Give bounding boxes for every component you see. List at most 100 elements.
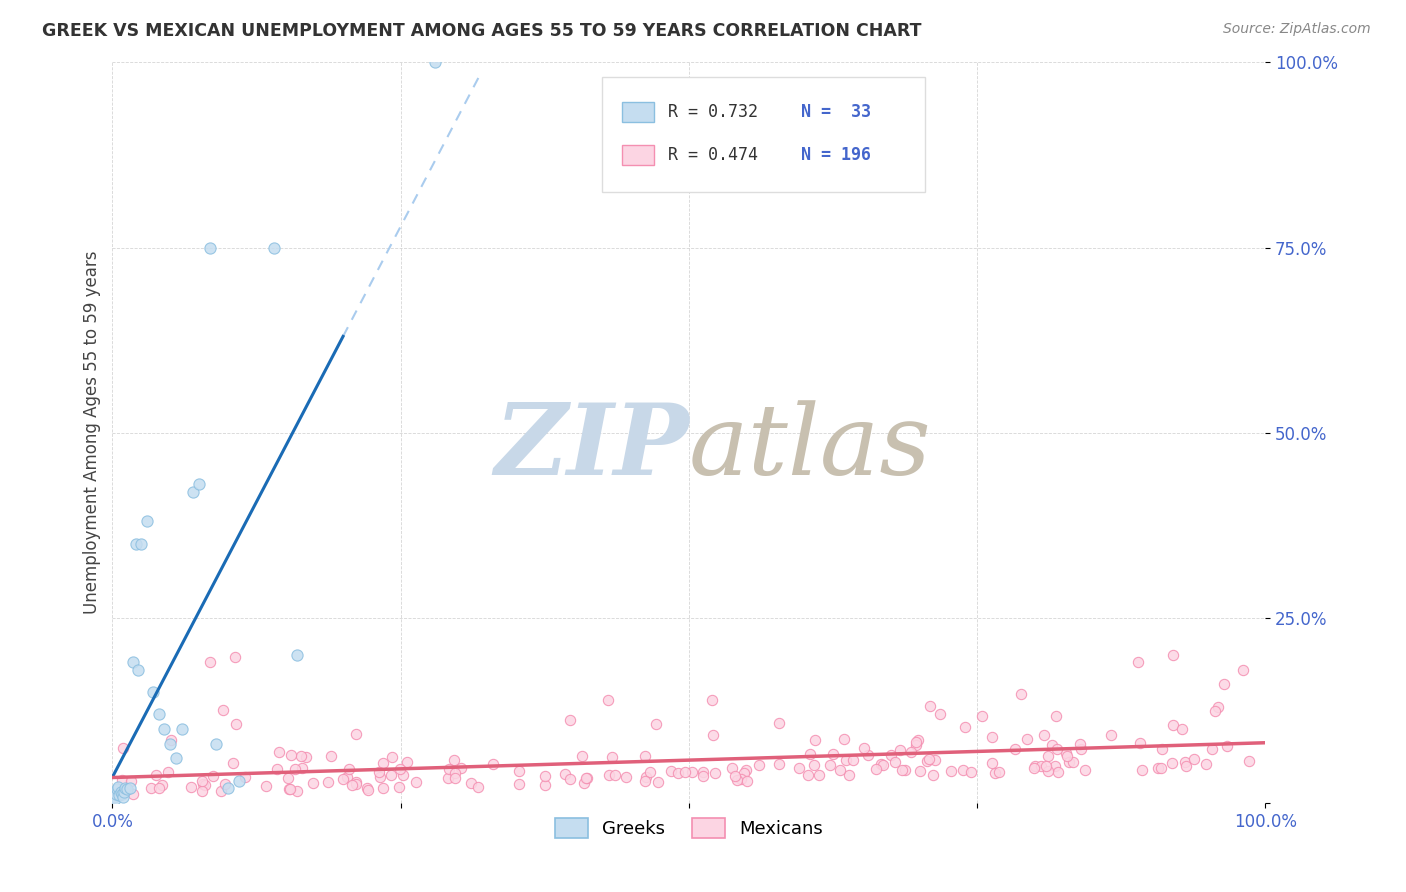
Point bbox=[165, 751, 187, 765]
Point bbox=[202, 769, 225, 783]
Point bbox=[110, 785, 132, 799]
Point bbox=[1129, 735, 1152, 749]
Point bbox=[127, 663, 149, 677]
Point bbox=[735, 773, 758, 788]
Point bbox=[634, 749, 657, 764]
Point bbox=[1045, 709, 1067, 723]
Point bbox=[225, 717, 247, 731]
Point bbox=[278, 781, 301, 796]
Point bbox=[285, 648, 308, 662]
Point bbox=[702, 728, 724, 742]
Point bbox=[681, 764, 703, 779]
Point bbox=[869, 756, 891, 771]
Point bbox=[834, 753, 856, 767]
Point bbox=[150, 778, 173, 792]
Point bbox=[114, 780, 136, 795]
Point bbox=[890, 763, 912, 777]
Point bbox=[598, 768, 620, 782]
Point bbox=[443, 753, 465, 767]
Point bbox=[380, 767, 402, 781]
Point bbox=[221, 756, 243, 771]
Point bbox=[467, 780, 489, 795]
Point bbox=[533, 778, 555, 792]
Point bbox=[344, 777, 367, 791]
Point bbox=[233, 770, 256, 784]
Point bbox=[1035, 759, 1057, 773]
Point bbox=[1015, 731, 1038, 746]
Point bbox=[111, 740, 134, 755]
Point bbox=[865, 762, 887, 776]
Point bbox=[209, 784, 232, 798]
Point bbox=[103, 789, 125, 804]
Point bbox=[319, 749, 342, 764]
Point bbox=[111, 789, 134, 804]
Point bbox=[1146, 761, 1168, 775]
Point bbox=[852, 740, 875, 755]
Point bbox=[356, 782, 378, 797]
Point bbox=[142, 685, 165, 699]
Point bbox=[907, 733, 929, 747]
Point bbox=[952, 763, 974, 777]
Point bbox=[200, 240, 222, 255]
Point bbox=[181, 484, 204, 499]
Point bbox=[980, 730, 1002, 744]
Point bbox=[980, 756, 1002, 770]
Point bbox=[159, 737, 181, 751]
Point bbox=[198, 655, 221, 669]
Point bbox=[1073, 763, 1095, 777]
Point bbox=[724, 768, 747, 782]
Point bbox=[721, 761, 744, 775]
Point bbox=[104, 787, 127, 801]
Point bbox=[984, 765, 1007, 780]
Point bbox=[1174, 759, 1197, 773]
Point bbox=[170, 722, 193, 736]
Point bbox=[748, 757, 770, 772]
Point bbox=[212, 703, 235, 717]
Point bbox=[918, 752, 941, 766]
Point bbox=[692, 769, 714, 783]
Point bbox=[1237, 754, 1260, 768]
Point bbox=[395, 755, 418, 769]
Y-axis label: Unemployment Among Ages 55 to 59 years: Unemployment Among Ages 55 to 59 years bbox=[83, 251, 101, 615]
Point bbox=[797, 768, 820, 782]
Point bbox=[1128, 655, 1150, 669]
Point bbox=[346, 774, 368, 789]
Point bbox=[194, 778, 217, 792]
Point bbox=[291, 761, 314, 775]
Point bbox=[1070, 741, 1092, 756]
Point bbox=[700, 693, 723, 707]
Point bbox=[659, 764, 682, 778]
Point bbox=[290, 749, 312, 764]
Point bbox=[1069, 737, 1091, 751]
Point bbox=[180, 780, 202, 795]
Point bbox=[228, 773, 250, 788]
Text: R = 0.474: R = 0.474 bbox=[668, 146, 758, 164]
Point bbox=[1099, 728, 1122, 742]
Point bbox=[1004, 741, 1026, 756]
Point bbox=[1216, 739, 1239, 753]
Text: atlas: atlas bbox=[689, 400, 932, 495]
Point bbox=[284, 762, 307, 776]
Point bbox=[634, 774, 657, 789]
Point bbox=[1152, 742, 1174, 756]
Point bbox=[1213, 677, 1236, 691]
Point bbox=[1161, 756, 1184, 771]
Point bbox=[730, 772, 752, 786]
Point bbox=[118, 780, 141, 795]
Point bbox=[437, 762, 460, 776]
Point bbox=[277, 772, 299, 786]
Point bbox=[959, 765, 981, 780]
Point bbox=[191, 784, 214, 798]
Point bbox=[508, 777, 530, 791]
FancyBboxPatch shape bbox=[621, 145, 654, 165]
Text: N = 196: N = 196 bbox=[801, 146, 870, 164]
Point bbox=[280, 748, 302, 763]
Point bbox=[389, 762, 412, 776]
Text: ZIP: ZIP bbox=[494, 400, 689, 496]
Point bbox=[910, 764, 932, 779]
Point bbox=[316, 775, 339, 789]
Point bbox=[920, 698, 942, 713]
Text: GREEK VS MEXICAN UNEMPLOYMENT AMONG AGES 55 TO 59 YEARS CORRELATION CHART: GREEK VS MEXICAN UNEMPLOYMENT AMONG AGES… bbox=[42, 22, 922, 40]
Point bbox=[302, 776, 325, 790]
Point bbox=[692, 764, 714, 779]
